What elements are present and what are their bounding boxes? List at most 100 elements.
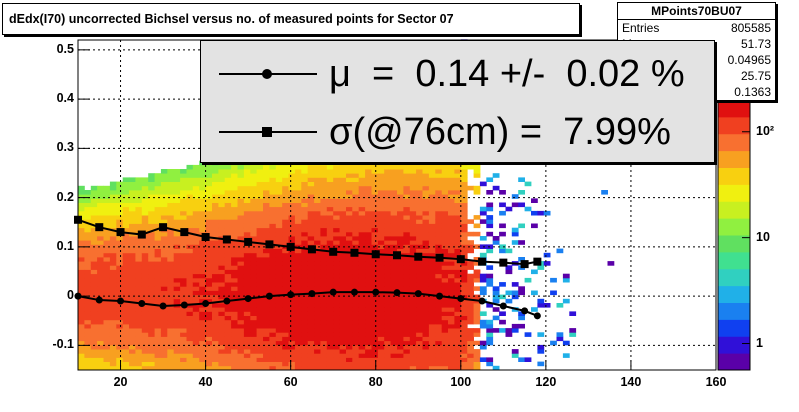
- heatmap-cell: [122, 319, 130, 325]
- heatmap-cell: [339, 198, 347, 203]
- heatmap-cell: [84, 190, 92, 195]
- heatmap-cell: [537, 332, 545, 337]
- heatmap-cell: [148, 198, 155, 203]
- heatmap-cell: [160, 315, 168, 321]
- heatmap-cell: [135, 206, 143, 212]
- heatmap-cell: [212, 303, 219, 308]
- heatmap-cell: [275, 349, 283, 354]
- heatmap-cell: [148, 311, 155, 316]
- heatmap-cell: [205, 181, 213, 187]
- heatmap-cell: [569, 311, 577, 316]
- heatmap-cell: [346, 261, 353, 266]
- heatmap-cell: [409, 219, 417, 224]
- heatmap-cell: [122, 353, 130, 358]
- heatmap-cell: [537, 210, 545, 216]
- heatmap-cell: [250, 190, 258, 195]
- heatmap-cell: [352, 236, 360, 241]
- heatmap-cell: [116, 294, 124, 300]
- heatmap-cell: [390, 248, 398, 254]
- heatmap-cell: [352, 257, 360, 262]
- heatmap-cell: [294, 294, 302, 300]
- mu-point: [533, 312, 541, 320]
- heatmap-cell: [186, 227, 194, 233]
- heatmap-cell: [358, 307, 366, 312]
- heatmap-cell: [135, 307, 143, 312]
- heatmap-cell: [384, 336, 391, 342]
- palette-swatch: [718, 184, 750, 202]
- heatmap-cell: [154, 294, 162, 300]
- heatmap-cell: [326, 185, 334, 191]
- heatmap-cell: [250, 223, 258, 229]
- heatmap-cell: [135, 357, 143, 362]
- z-tick-label: 10: [756, 229, 770, 244]
- heatmap-cell: [288, 198, 296, 203]
- heatmap-cell: [173, 198, 181, 203]
- heatmap-cell: [224, 160, 232, 166]
- heatmap-cell: [524, 181, 532, 187]
- heatmap-cell: [263, 227, 270, 233]
- heatmap-cell: [135, 361, 143, 367]
- heatmap-cell: [141, 210, 149, 216]
- heatmap-cell: [167, 311, 175, 316]
- palette-swatch: [718, 100, 750, 118]
- heatmap-cell: [301, 265, 309, 270]
- heatmap-cell: [422, 257, 430, 262]
- heatmap-cell: [288, 344, 296, 350]
- heatmap-cell: [467, 311, 474, 316]
- heatmap-cell: [390, 298, 398, 304]
- heatmap-cell: [403, 332, 411, 337]
- heatmap-cell: [358, 319, 366, 325]
- heatmap-cell: [129, 244, 136, 249]
- heatmap-cell: [237, 353, 245, 358]
- heatmap-cell: [435, 269, 443, 275]
- heatmap-cell: [84, 240, 92, 245]
- heatmap-cell: [320, 219, 328, 224]
- heatmap-cell: [294, 349, 302, 354]
- heatmap-cell: [294, 194, 302, 199]
- heatmap-cell: [288, 265, 296, 270]
- heatmap-cell: [537, 265, 545, 270]
- heatmap-cell: [448, 265, 455, 270]
- heatmap-cell: [205, 365, 213, 371]
- heatmap-cell: [403, 210, 411, 216]
- heatmap-cell: [320, 223, 328, 229]
- heatmap-cell: [90, 252, 98, 258]
- heatmap-cell: [212, 273, 219, 279]
- heatmap-cell: [192, 361, 200, 367]
- heatmap-cell: [403, 328, 411, 333]
- heatmap-cell: [365, 349, 372, 354]
- heatmap-cell: [167, 286, 175, 291]
- heatmap-cell: [365, 303, 372, 308]
- heatmap-cell: [199, 185, 206, 191]
- heatmap-cell: [122, 315, 130, 321]
- heatmap-cell: [282, 315, 289, 321]
- heatmap-cell: [499, 319, 506, 325]
- heatmap-cell: [486, 223, 494, 229]
- heatmap-cell: [473, 332, 481, 337]
- heatmap-cell: [78, 332, 85, 337]
- heatmap-cell: [473, 361, 481, 367]
- heatmap-cell: [448, 349, 455, 354]
- heatmap-cell: [409, 298, 417, 304]
- heatmap-cell: [428, 315, 436, 321]
- heatmap-cell: [346, 257, 353, 262]
- heatmap-cell: [103, 202, 111, 208]
- heatmap-cell: [467, 361, 474, 367]
- heatmap-cell: [518, 190, 525, 195]
- heatmap-cell: [428, 177, 436, 182]
- heatmap-cell: [294, 169, 302, 174]
- heatmap-cell: [416, 328, 423, 333]
- heatmap-cell: [180, 173, 187, 178]
- heatmap-cell: [282, 361, 289, 367]
- heatmap-cell: [460, 169, 468, 174]
- heatmap-cell: [103, 231, 111, 237]
- heatmap-cell: [428, 198, 436, 203]
- heatmap-cell: [428, 190, 436, 195]
- heatmap-cell: [97, 340, 104, 346]
- heatmap-cell: [371, 227, 379, 233]
- heatmap-cell: [473, 273, 481, 279]
- heatmap-cell: [416, 340, 423, 346]
- heatmap-cell: [269, 303, 277, 308]
- heatmap-cell: [314, 169, 321, 174]
- heatmap-cell: [288, 227, 296, 233]
